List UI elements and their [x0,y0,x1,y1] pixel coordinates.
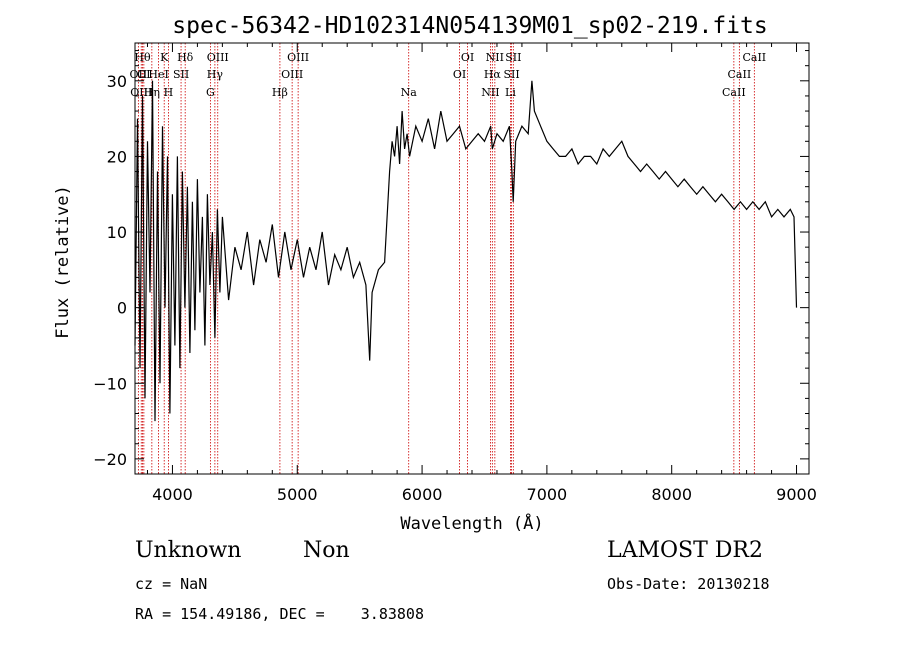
x-tick-label: 4000 [152,485,193,504]
line-marker-label: OI [137,68,150,81]
y-tick-label: 10 [107,223,127,242]
line-marker-label: Li [505,86,516,99]
line-marker-label: CaII [728,68,752,81]
line-marker-label: G [206,86,215,99]
line-marker-label: Hθ [134,51,151,64]
line-marker-label: OIII [287,51,309,64]
line-marker-label: OIII [207,51,229,64]
y-axis-ticks: −20 −10 0 10 20 30 [93,50,809,475]
line-marker-label: SII [173,68,189,81]
line-marker-label: OI [453,68,466,81]
y-tick-label: 0 [117,299,127,318]
spectrum-line [134,80,798,422]
line-marker-group [137,43,755,474]
object-class: Unknown [135,538,242,563]
y-tick-label: 20 [107,147,127,166]
chart-title: spec-56342-HD102314N054139M01_sp02-219.f… [172,13,767,39]
x-tick-label: 8000 [651,485,692,504]
line-marker-label: OIII [281,68,303,81]
x-tick-label: 5000 [277,485,318,504]
line-marker-label: SII [505,51,521,64]
x-tick-label: 7000 [527,485,568,504]
y-axis-label: Flux (relative) [53,185,73,339]
object-subclass: Non [303,538,350,563]
line-marker-label: CaII [722,86,746,99]
line-marker-label: Na [401,86,418,99]
x-axis-label: Wavelength (Å) [400,512,543,534]
line-marker-label: Hδ [177,51,194,64]
line-marker-label: K [160,51,169,64]
redshift-cz: cz = NaN [135,575,208,593]
line-marker-label: Hγ [207,68,224,81]
line-marker-label: CaII [742,51,766,64]
survey-name: LAMOST DR2 [607,538,763,563]
y-tick-label: −10 [93,374,127,393]
coordinates: RA = 154.49186, DEC = 3.83808 [135,605,424,623]
y-tick-label: −20 [93,450,127,469]
line-marker-label: OII [130,68,148,81]
line-marker-label-group: OIIOIIIHθOIHηHeIKHSIIHδGHγOIIIHβOIIIOIII… [130,51,767,99]
x-tick-label: 6000 [402,485,443,504]
line-marker-label: Hα [484,68,502,81]
y-tick-label: 30 [107,72,127,91]
x-axis-ticks: 4000 5000 6000 7000 8000 9000 [146,43,817,504]
line-marker-label: SII [503,68,519,81]
line-marker-label: Hβ [272,86,288,99]
line-marker-label: H [164,86,174,99]
x-tick-label: 9000 [776,485,817,504]
line-marker-label: OI [461,51,474,64]
line-marker-label: HeI [148,68,168,81]
line-marker-label: NII [481,86,499,99]
plot-frame [134,42,810,475]
line-marker-label: NII [486,51,504,64]
observation-date: Obs-Date: 20130218 [607,575,770,593]
